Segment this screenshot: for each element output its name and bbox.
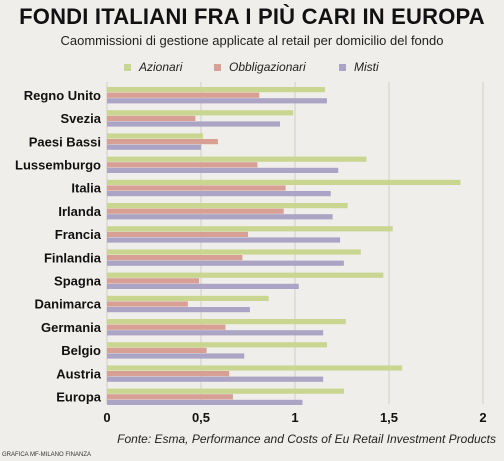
bar-germania-azionari [107, 319, 346, 325]
bar-germania-obbligazionari [107, 324, 226, 330]
bar-danimarca-misti [107, 307, 250, 313]
bar-irlanda-azionari [107, 203, 348, 209]
legend-swatch-obbligazionari [214, 63, 221, 71]
bar-austria-misti [107, 376, 324, 382]
x-tick-label-2: 1 [291, 410, 298, 425]
legend-item-misti: Misti [339, 60, 379, 74]
x-tick-label-3: 1,5 [380, 410, 398, 425]
bar-europa-obbligazionari [107, 394, 233, 400]
category-label-paesi-bassi: Paesi Bassi [29, 134, 101, 149]
bar-germania-misti [107, 330, 324, 336]
bar-francia-misti [107, 237, 341, 243]
bar-italia-obbligazionari [107, 185, 286, 191]
legend-item-azionari: Azionari [124, 60, 182, 74]
bar-regno-unito-obbligazionari [107, 92, 260, 98]
bar-lussemburgo-misti [107, 167, 339, 173]
bar-italia-misti [107, 191, 331, 197]
bar-lussemburgo-azionari [107, 156, 367, 162]
category-label-irlanda: Irlanda [58, 204, 101, 219]
bar-regno-unito-misti [107, 98, 327, 104]
bar-belgio-misti [107, 353, 245, 359]
legend-item-obbligazionari: Obbligazionari [214, 60, 306, 74]
chart-title: FONDI ITALIANI FRA I PIÙ CARI IN EUROPA [19, 4, 485, 29]
legend-swatch-misti [339, 63, 346, 71]
x-tick-label-1: 0,5 [192, 410, 210, 425]
bar-finlandia-azionari [107, 249, 361, 255]
category-label-italia: Italia [71, 181, 101, 196]
bar-svezia-azionari [107, 110, 294, 116]
bar-danimarca-azionari [107, 295, 269, 301]
bar-europa-misti [107, 399, 303, 405]
bar-spagna-obbligazionari [107, 278, 200, 284]
category-label-lussemburgo: Lussemburgo [15, 158, 101, 173]
bar-svezia-misti [107, 121, 280, 127]
bar-spagna-azionari [107, 272, 384, 278]
category-label-europa: Europa [56, 390, 102, 405]
x-tick-label-4: 2 [479, 410, 486, 425]
bar-spagna-misti [107, 283, 299, 289]
bar-paesi-bassi-misti [107, 144, 201, 150]
x-tick-label-0: 0 [103, 410, 110, 425]
bar-europa-azionari [107, 388, 344, 394]
bar-irlanda-misti [107, 214, 333, 220]
bar-lussemburgo-obbligazionari [107, 162, 258, 168]
graphic-credit: GRAFICA MF-MILANO FINANZA [2, 452, 92, 458]
chart-subtitle: Caommissioni di gestione applicate al re… [60, 33, 444, 48]
bar-paesi-bassi-azionari [107, 133, 203, 139]
category-label-belgio: Belgio [61, 343, 101, 358]
legend-label-azionari: Azionari [139, 60, 183, 74]
category-label-finlandia: Finlandia [44, 250, 102, 265]
category-label-regno-unito: Regno Unito [24, 88, 101, 103]
bar-danimarca-obbligazionari [107, 301, 188, 307]
bar-austria-obbligazionari [107, 371, 230, 377]
legend-label-obbligazionari: Obbligazionari [229, 60, 306, 74]
bar-finlandia-obbligazionari [107, 255, 243, 261]
category-label-germania: Germania [41, 320, 102, 335]
bar-austria-azionari [107, 365, 403, 371]
bar-paesi-bassi-obbligazionari [107, 139, 218, 145]
category-label-danimarca: Danimarca [35, 297, 102, 312]
bar-belgio-azionari [107, 342, 327, 348]
bar-francia-obbligazionari [107, 231, 248, 237]
category-label-francia: Francia [55, 227, 102, 242]
bar-francia-azionari [107, 226, 393, 232]
legend-swatch-azionari [124, 63, 131, 71]
bar-irlanda-obbligazionari [107, 208, 284, 214]
bar-belgio-obbligazionari [107, 347, 207, 353]
bar-finlandia-misti [107, 260, 344, 266]
bar-regno-unito-azionari [107, 87, 326, 93]
source-note: Fonte: Esma, Performance and Costs of Eu… [117, 432, 496, 446]
bar-italia-azionari [107, 179, 461, 185]
category-label-svezia: Svezia [61, 111, 102, 126]
bar-svezia-obbligazionari [107, 115, 196, 121]
category-label-austria: Austria [56, 366, 102, 381]
category-label-spagna: Spagna [54, 274, 102, 289]
legend-label-misti: Misti [354, 60, 379, 74]
